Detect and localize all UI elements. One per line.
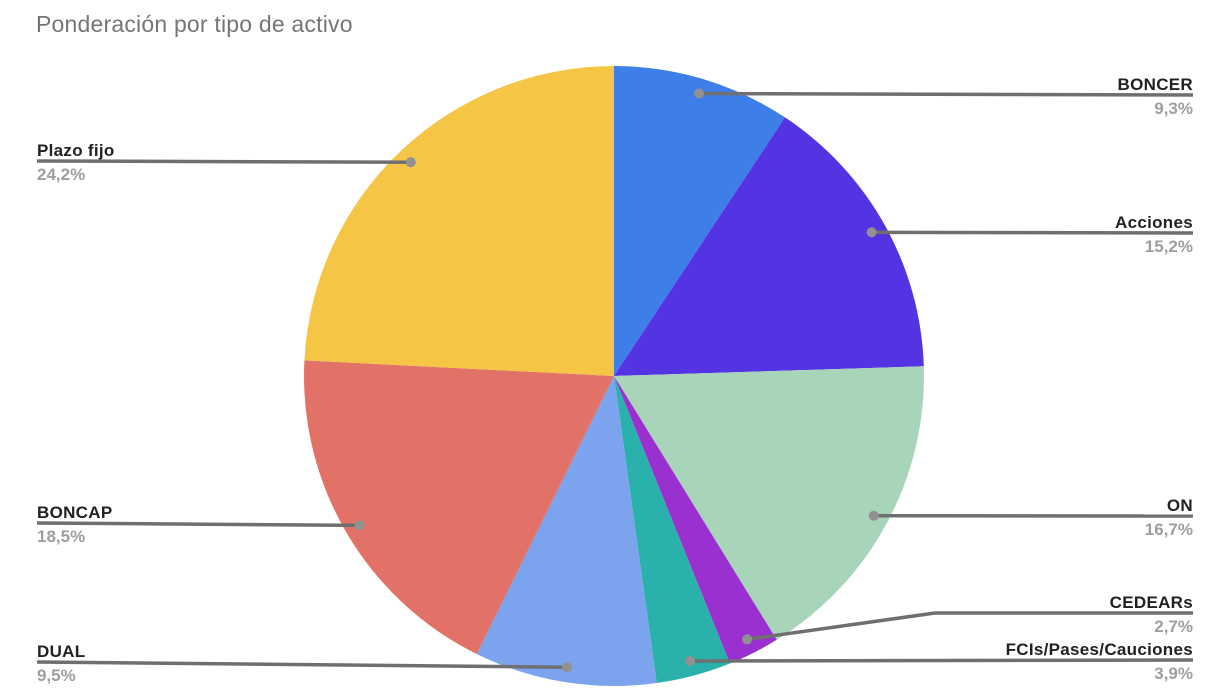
leader-line-5 <box>36 660 567 669</box>
callout-fcis-pases-cauciones: FCIs/Pases/Cauciones 3,9% <box>1006 640 1193 682</box>
callout-plazo-fijo: Plazo fijo 24,2% <box>37 141 115 183</box>
pie-slice-dual[interactable] <box>476 376 657 686</box>
slice-percent: 9,5% <box>37 666 76 685</box>
leader-dot-2 <box>868 510 879 521</box>
leader-dot-7 <box>405 157 416 168</box>
callout-dual: DUAL 9,5% <box>37 642 85 684</box>
leader-line-0 <box>698 91 1194 97</box>
slice-label: DUAL <box>37 642 86 661</box>
pie-slice-cedears[interactable] <box>614 376 777 664</box>
slice-label: ON <box>1166 496 1193 515</box>
callout-boncer: BONCER 9,3% <box>1118 75 1193 117</box>
pie-slice-fcis-pases-cauciones[interactable] <box>614 376 730 683</box>
slice-percent: 2,7% <box>1154 617 1193 636</box>
leader-dot-4 <box>685 656 696 666</box>
pie-slice-acciones[interactable] <box>614 117 924 377</box>
callout-acciones: Acciones 15,2% <box>1115 213 1193 255</box>
slice-label: CEDEARs <box>1109 593 1193 612</box>
slice-percent: 24,2% <box>37 165 86 184</box>
leader-dot-1 <box>866 227 877 238</box>
leader-dot-5 <box>561 662 572 673</box>
pie-slice-plazo-fijo[interactable] <box>304 66 614 376</box>
leader-dot-0 <box>694 88 704 99</box>
slice-label: BONCER <box>1117 75 1193 94</box>
leader-line-7 <box>36 159 411 164</box>
slice-label: Acciones <box>1115 213 1193 232</box>
leader-line-4 <box>690 658 1194 663</box>
pie-slice-on[interactable] <box>614 366 924 640</box>
slice-label: BONCAP <box>37 503 113 522</box>
callout-boncap: BONCAP 18,5% <box>37 503 112 545</box>
leader-line-3 <box>746 611 1193 642</box>
leader-line-6 <box>36 521 360 528</box>
slice-percent: 9,3% <box>1154 99 1193 118</box>
slice-label: Plazo fijo <box>37 141 115 160</box>
leader-line-1 <box>871 230 1194 235</box>
callout-cedears: CEDEARs 2,7% <box>1110 593 1193 635</box>
slice-percent: 18,5% <box>37 527 86 546</box>
slice-label: FCIs/Pases/Cauciones <box>1005 640 1193 659</box>
leader-dot-3 <box>742 634 753 645</box>
leader-dot-6 <box>354 520 365 531</box>
callout-on: ON 16,7% <box>1145 496 1193 538</box>
slice-percent: 15,2% <box>1144 237 1193 256</box>
pie-slice-boncap[interactable] <box>304 360 614 654</box>
slice-percent: 16,7% <box>1144 520 1193 539</box>
pie-slice-boncer[interactable] <box>614 65 785 376</box>
chart-title: Ponderación por tipo de activo <box>36 11 353 37</box>
slice-percent: 3,9% <box>1154 664 1193 683</box>
